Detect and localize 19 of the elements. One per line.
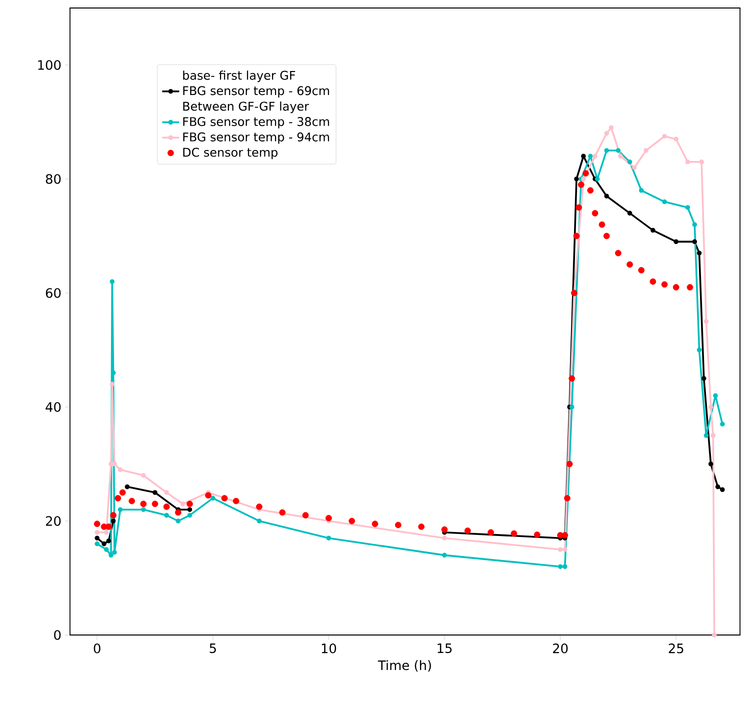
y-tick-label: 60	[46, 288, 61, 298]
legend-label: FBG sensor temp - 94cm	[183, 132, 330, 144]
annotation: base- first layer GF	[183, 70, 296, 82]
x-tick-label: 20	[553, 644, 568, 654]
annotation: Between GF-GF layer	[183, 102, 310, 114]
y-tick-label: 40	[46, 402, 61, 412]
x-tick-label: 5	[210, 644, 216, 654]
y-tick-label: 100	[38, 60, 61, 70]
y-tick-label: 0	[54, 630, 61, 640]
legend-label: DC sensor temp	[183, 148, 278, 160]
legend-label: FBG sensor temp - 69cm	[183, 86, 330, 98]
y-tick-label: 20	[46, 516, 61, 526]
x-tick-label: 0	[94, 644, 100, 654]
legend-label: FBG sensor temp - 38cm	[183, 117, 330, 128]
x-tick-label: 25	[668, 644, 684, 654]
x-tick-label: 10	[322, 644, 336, 654]
x-axis-title: Time (h)	[378, 660, 431, 672]
x-tick-label: 15	[438, 644, 452, 654]
y-tick-label: 80	[46, 174, 61, 184]
